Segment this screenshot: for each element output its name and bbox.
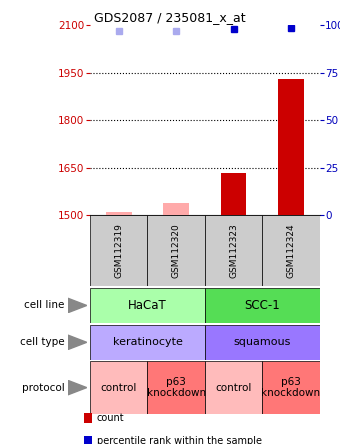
Polygon shape [68, 381, 87, 395]
Text: p63
knockdown: p63 knockdown [261, 377, 321, 398]
Bar [84, 413, 92, 423]
Text: count: count [97, 413, 124, 423]
Bar [90, 288, 205, 323]
Bar [84, 436, 92, 444]
Bar [205, 325, 320, 360]
Bar [163, 202, 189, 215]
Text: control: control [101, 383, 137, 392]
Text: GSM112320: GSM112320 [172, 223, 181, 278]
Bar [221, 173, 246, 215]
Bar [106, 212, 132, 215]
Text: cell type: cell type [20, 337, 65, 347]
Text: p63
knockdown: p63 knockdown [147, 377, 206, 398]
Text: SCC-1: SCC-1 [244, 299, 280, 312]
Text: GDS2087 / 235081_x_at: GDS2087 / 235081_x_at [94, 11, 246, 24]
Bar [278, 79, 304, 215]
Bar [205, 288, 320, 323]
Bar [148, 215, 205, 286]
Text: HaCaT: HaCaT [128, 299, 167, 312]
Text: control: control [215, 383, 252, 392]
Polygon shape [68, 298, 87, 313]
Text: keratinocyte: keratinocyte [113, 337, 183, 347]
Text: percentile rank within the sample: percentile rank within the sample [97, 436, 262, 444]
Text: squamous: squamous [234, 337, 291, 347]
Text: GSM112323: GSM112323 [229, 223, 238, 278]
Bar [148, 361, 205, 414]
Bar [262, 361, 320, 414]
Polygon shape [68, 335, 87, 349]
Bar [205, 215, 262, 286]
Bar [90, 361, 148, 414]
Text: cell line: cell line [24, 301, 65, 310]
Text: protocol: protocol [22, 383, 65, 392]
Bar [90, 325, 205, 360]
Text: GSM112319: GSM112319 [114, 223, 123, 278]
Bar [90, 215, 148, 286]
Bar [205, 361, 262, 414]
Text: GSM112324: GSM112324 [286, 223, 295, 278]
Bar [262, 215, 320, 286]
